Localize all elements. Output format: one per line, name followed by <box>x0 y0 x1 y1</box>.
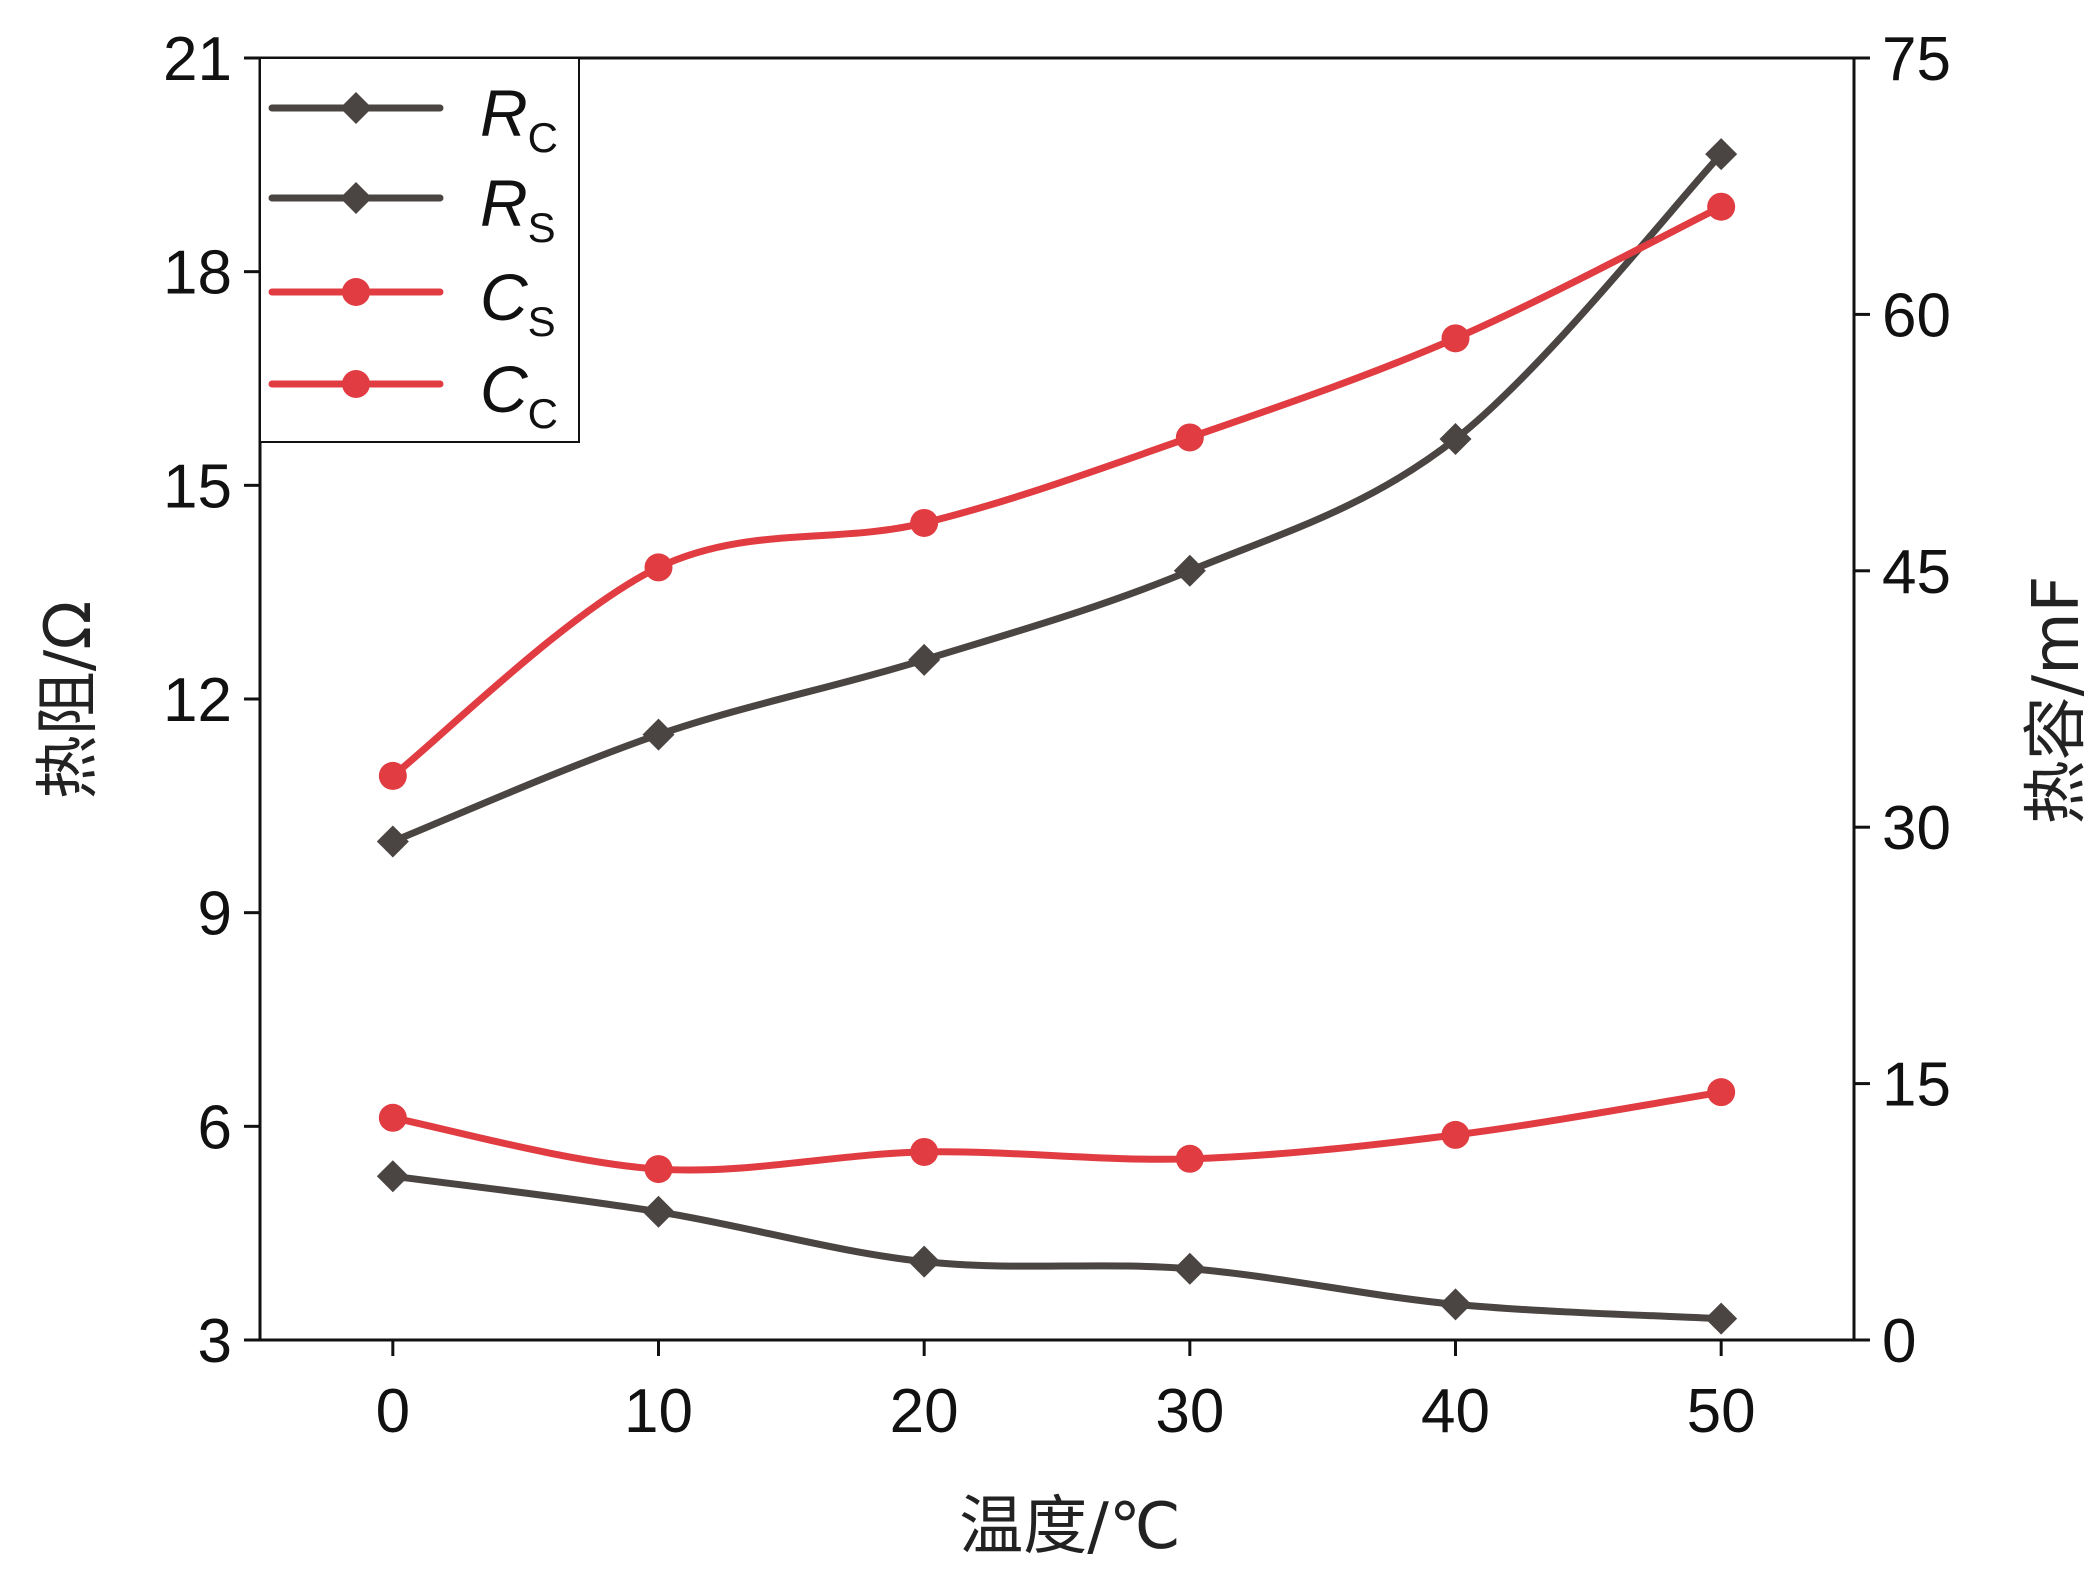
series-line <box>389 150 1725 845</box>
x-axis-title: 温度/℃ <box>959 1490 1180 1564</box>
left-tick-label: 12 <box>163 666 232 735</box>
data-point <box>908 643 941 676</box>
series-line <box>389 1172 1725 1323</box>
right-tick-label: 30 <box>1882 794 1951 863</box>
legend-item: RS <box>268 166 556 251</box>
legend-item: RC <box>268 76 558 161</box>
series-rc <box>376 138 1738 858</box>
data-point <box>1439 423 1472 456</box>
data-point <box>378 761 407 790</box>
left-tick-label: 21 <box>163 25 232 94</box>
x-tick-label: 50 <box>1687 1377 1756 1446</box>
data-point <box>908 1245 941 1278</box>
legend-label-main: C <box>480 352 529 426</box>
legend-label-subscript: S <box>528 204 556 251</box>
series-line <box>389 203 1725 780</box>
data-point <box>910 1137 939 1166</box>
series-rs <box>376 1160 1738 1335</box>
data-point <box>376 825 409 858</box>
right-tick-label: 15 <box>1882 1051 1951 1120</box>
right-tick-label: 0 <box>1882 1307 1916 1376</box>
data-point <box>1441 324 1470 353</box>
legend-label-main: R <box>480 166 528 240</box>
x-tick-label: 10 <box>624 1377 693 1446</box>
data-point <box>644 553 673 582</box>
legend-swatch-marker <box>342 370 370 398</box>
series-line <box>389 1088 1725 1174</box>
right-tick-label: 45 <box>1882 538 1951 607</box>
legend-swatch-marker <box>340 92 372 124</box>
legend-item: CS <box>268 260 556 345</box>
legend-label-main: C <box>480 260 529 334</box>
right-tick-label: 60 <box>1882 281 1951 350</box>
right-axis-title: 热容/mF <box>2020 576 2094 825</box>
legend-label-subscript: C <box>528 114 558 161</box>
legend-swatch-marker <box>342 278 370 306</box>
legend-label-subscript: S <box>528 298 556 345</box>
data-point <box>1705 1302 1738 1335</box>
data-point <box>1707 1078 1736 1107</box>
legend-box <box>259 57 580 443</box>
legend-label: RC <box>480 76 558 161</box>
legend-label: CC <box>480 352 558 437</box>
data-point <box>1175 423 1204 452</box>
data-point <box>1439 1288 1472 1321</box>
legend-label-subscript: C <box>528 390 558 437</box>
data-point <box>376 1160 409 1193</box>
left-tick-label: 18 <box>163 239 232 308</box>
x-tick-label: 0 <box>376 1377 410 1446</box>
series-cc <box>378 1078 1736 1184</box>
series-cs <box>378 192 1736 790</box>
data-point <box>642 718 675 751</box>
data-point <box>642 1195 675 1228</box>
x-tick-label: 40 <box>1421 1377 1490 1446</box>
left-tick-label: 9 <box>198 880 232 949</box>
left-axis-title: 热阻/Ω <box>32 601 106 799</box>
x-tick-label: 30 <box>1155 1377 1224 1446</box>
legend-item: CC <box>268 352 558 437</box>
axis-ticks: 0 10 20 30 40 50 3 6 9 12 15 18 21 0 15 30 45 60 75 <box>163 25 1951 1446</box>
data-point <box>1173 554 1206 587</box>
data-point <box>1173 1252 1206 1285</box>
legend-label: RS <box>480 166 556 251</box>
legend-swatch-marker <box>340 182 372 214</box>
x-tick-label: 20 <box>890 1377 959 1446</box>
data-point <box>1707 192 1736 221</box>
series-layer <box>376 138 1738 1335</box>
legend-label: CS <box>480 260 556 345</box>
data-point <box>644 1155 673 1184</box>
left-tick-label: 3 <box>198 1307 232 1376</box>
right-tick-label: 75 <box>1882 25 1951 94</box>
legend-label-main: R <box>480 76 528 150</box>
data-point <box>1705 138 1738 171</box>
data-point <box>1441 1120 1470 1149</box>
data-point <box>1175 1144 1204 1173</box>
left-tick-label: 6 <box>198 1093 232 1162</box>
data-point <box>378 1103 407 1132</box>
data-point <box>910 508 939 537</box>
left-tick-label: 15 <box>163 452 232 521</box>
